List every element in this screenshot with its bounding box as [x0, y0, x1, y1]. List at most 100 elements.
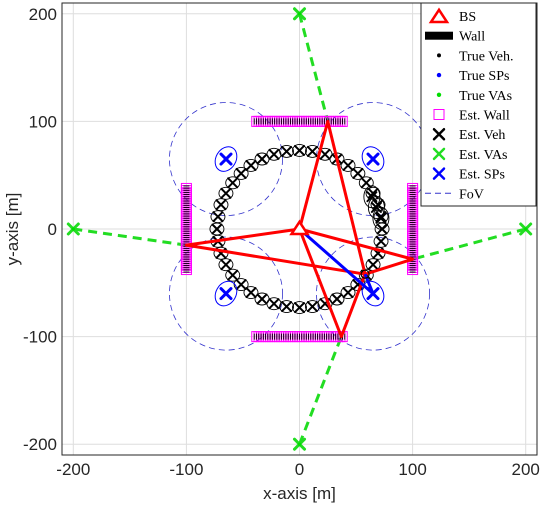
- true-veh-marker: [239, 172, 243, 175]
- uncertainty-ellipse: [363, 185, 381, 209]
- uncertainty-ellipse: [292, 143, 307, 157]
- true-veh-marker: [231, 181, 235, 185]
- true-veh-marker: [335, 297, 339, 301]
- wall: [180, 182, 192, 276]
- y-tick-label: 200: [29, 5, 57, 24]
- uncertainty-ellipse: [279, 144, 295, 158]
- uncertainty-ellipse: [279, 300, 295, 314]
- fov-circle: [169, 102, 283, 216]
- true-veh-marker: [224, 263, 228, 266]
- x-tick-label: -100: [169, 460, 203, 479]
- true-veh-marker: [298, 306, 301, 309]
- uncertainty-ellipse: [329, 292, 345, 306]
- true-va-marker: [297, 442, 302, 446]
- true-veh-marker: [272, 152, 276, 156]
- true-veh-marker: [231, 273, 235, 277]
- true-sp-marker: [224, 157, 228, 161]
- legend-bs-icon: [428, 7, 450, 24]
- true-veh-marker: [379, 239, 383, 243]
- virtual-anchor: [293, 7, 306, 21]
- true-veh-marker: [311, 150, 314, 153]
- virtual-anchor: [66, 222, 80, 236]
- legend-entry: True Veh.: [437, 49, 513, 64]
- true-veh-marker: [215, 227, 219, 231]
- reflection-path: [298, 228, 367, 339]
- true-veh-marker: [285, 150, 288, 153]
- uncertainty-ellipse: [340, 158, 356, 172]
- uncertainty-ellipse: [243, 158, 259, 172]
- x-tick-label: 0: [295, 460, 304, 479]
- uncertainty-ellipse: [367, 196, 385, 219]
- uncertainty-ellipse: [225, 268, 241, 282]
- true-sp-marker: [224, 291, 228, 296]
- true-veh-marker: [311, 305, 314, 308]
- virtual-anchor: [293, 437, 306, 451]
- x-axis-label: x-axis [m]: [263, 484, 336, 503]
- legend-entry: FoV: [425, 187, 484, 202]
- true-sp-marker: [371, 291, 375, 296]
- legend-label: BS: [459, 10, 476, 25]
- est-veh-marker: [366, 191, 378, 203]
- true-veh-marker: [371, 263, 375, 266]
- vehicle-track: [209, 143, 390, 315]
- sp-ellipse: [361, 146, 385, 172]
- legend-label: Wall: [459, 30, 485, 45]
- y-tick-label: -100: [23, 328, 57, 347]
- virtual-anchor: [519, 222, 533, 236]
- uncertainty-ellipse: [213, 198, 229, 212]
- legend-est-wall-icon: [433, 109, 445, 120]
- true-va-marker: [297, 12, 302, 16]
- legend-label: FoV: [459, 187, 484, 202]
- uncertainty-ellipse: [304, 300, 320, 314]
- legend-entry: True VAs: [436, 89, 512, 104]
- tick-labels: -200 -100 0 100 200 -200 -100 0 100 200: [23, 5, 540, 479]
- vehicle-position-marker: [360, 269, 370, 279]
- x-tick-label: 100: [398, 460, 426, 479]
- true-veh-marker: [219, 203, 223, 207]
- true-va-marker: [71, 227, 75, 231]
- uncertainty-ellipse: [340, 286, 356, 300]
- true-veh-marker: [260, 297, 264, 301]
- est-veh-marker: [370, 201, 382, 213]
- true-veh-marker: [224, 192, 228, 195]
- legend-wall-icon: [425, 31, 453, 40]
- legend-true-va-icon: [436, 92, 442, 98]
- va-dashed-line: [73, 227, 187, 247]
- true-va-marker: [524, 227, 528, 231]
- true-veh-marker: [346, 164, 350, 167]
- uncertainty-ellipse: [218, 186, 234, 200]
- scattering-point: [214, 280, 238, 307]
- true-veh-marker: [285, 305, 288, 308]
- reflection-path: [299, 227, 415, 276]
- uncertainty-ellipse: [243, 286, 259, 300]
- legend-entry: Est. VAs: [432, 147, 508, 163]
- true-veh-marker: [298, 149, 301, 152]
- reflection-path: [184, 227, 366, 276]
- sp-ellipse: [361, 280, 385, 307]
- y-axis-label: y-axis [m]: [3, 193, 22, 266]
- uncertainty-ellipse: [365, 186, 381, 200]
- true-veh-marker: [323, 152, 327, 156]
- wall: [251, 115, 348, 127]
- legend-label: True SPs: [459, 69, 509, 84]
- scattering-point: [361, 146, 385, 172]
- fov-circle: [316, 236, 430, 351]
- uncertainty-ellipse: [372, 206, 390, 230]
- scattering-point: [361, 280, 385, 307]
- true-veh-marker: [249, 291, 253, 294]
- uncertainty-ellipse: [254, 152, 270, 166]
- reflection-path: [298, 119, 367, 275]
- scattering-point: [214, 146, 238, 172]
- va-dashed-line: [412, 227, 527, 261]
- uncertainty-ellipse: [225, 176, 241, 190]
- uncertainty-ellipse: [370, 198, 386, 212]
- uncertainty-ellipse: [233, 278, 249, 292]
- true-veh-marker: [249, 164, 253, 167]
- y-tick-label: 100: [29, 112, 57, 131]
- legend-entry: Est. Veh: [432, 127, 505, 143]
- true-veh-marker: [364, 181, 368, 185]
- legend-entry: True SPs: [436, 69, 509, 84]
- true-veh-marker: [260, 157, 264, 161]
- legend-entry: Wall: [425, 30, 485, 45]
